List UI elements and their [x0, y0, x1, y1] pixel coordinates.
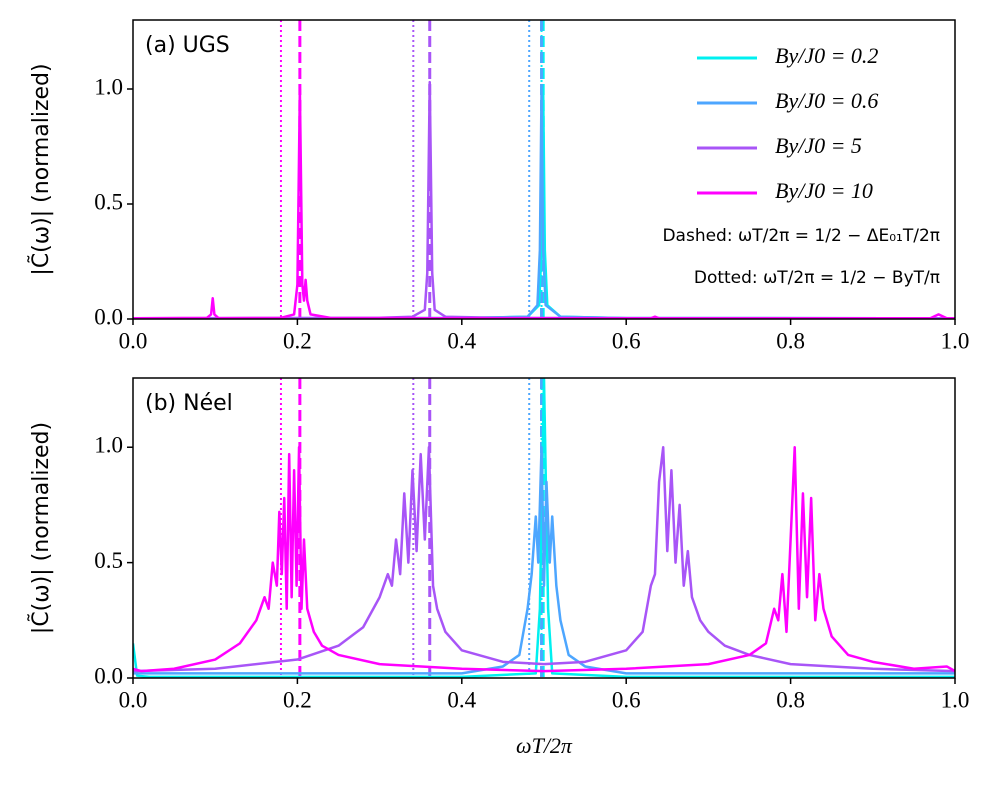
panel-label: (b) Néel	[145, 391, 233, 416]
x-tick-label: 0.0	[119, 687, 148, 712]
x-tick-label: 0.2	[283, 687, 312, 712]
x-tick-label: 0.2	[283, 328, 312, 353]
annotation: Dashed: ωT/2π = 1/2 − ΔE₀₁T/2π	[662, 226, 940, 246]
y-tick-label: 0.0	[94, 663, 123, 688]
axes-frame	[132, 377, 956, 679]
annotation: Dotted: ωT/2π = 1/2 − ByT/π	[694, 268, 940, 288]
x-axis-label: ωT/2π	[516, 733, 573, 758]
y-tick-label: 1.0	[94, 433, 123, 458]
x-tick-label: 1.0	[941, 328, 970, 353]
x-tick-label: 1.0	[941, 687, 970, 712]
x-tick-label: 0.0	[119, 328, 148, 353]
y-axis-label: |C̃(ω)| (normalized)	[28, 422, 54, 634]
x-tick-label: 0.8	[776, 687, 805, 712]
axes-frame	[132, 19, 956, 320]
y-tick-label: 0.0	[94, 304, 123, 329]
panel-label: (a) UGS	[145, 33, 230, 58]
legend-label: By/J0 = 10	[775, 178, 873, 203]
series-line	[133, 445, 955, 673]
legend-label: By/J0 = 5	[775, 133, 862, 158]
series-line	[133, 378, 955, 678]
y-tick-label: 0.5	[94, 189, 123, 214]
series-line	[133, 445, 955, 673]
x-tick-label: 0.6	[612, 687, 641, 712]
x-tick-label: 0.8	[776, 328, 805, 353]
legend-label: By/J0 = 0.2	[775, 43, 878, 68]
legend-label: By/J0 = 0.6	[775, 88, 878, 113]
y-tick-label: 1.0	[94, 74, 123, 99]
x-tick-label: 0.4	[447, 328, 476, 353]
plot-area	[133, 378, 955, 678]
y-tick-label: 0.5	[94, 548, 123, 573]
x-tick-label: 0.6	[612, 328, 641, 353]
plot-area	[133, 20, 955, 319]
x-tick-label: 0.4	[447, 687, 476, 712]
y-axis-label: |C̃(ω)| (normalized)	[28, 63, 54, 275]
